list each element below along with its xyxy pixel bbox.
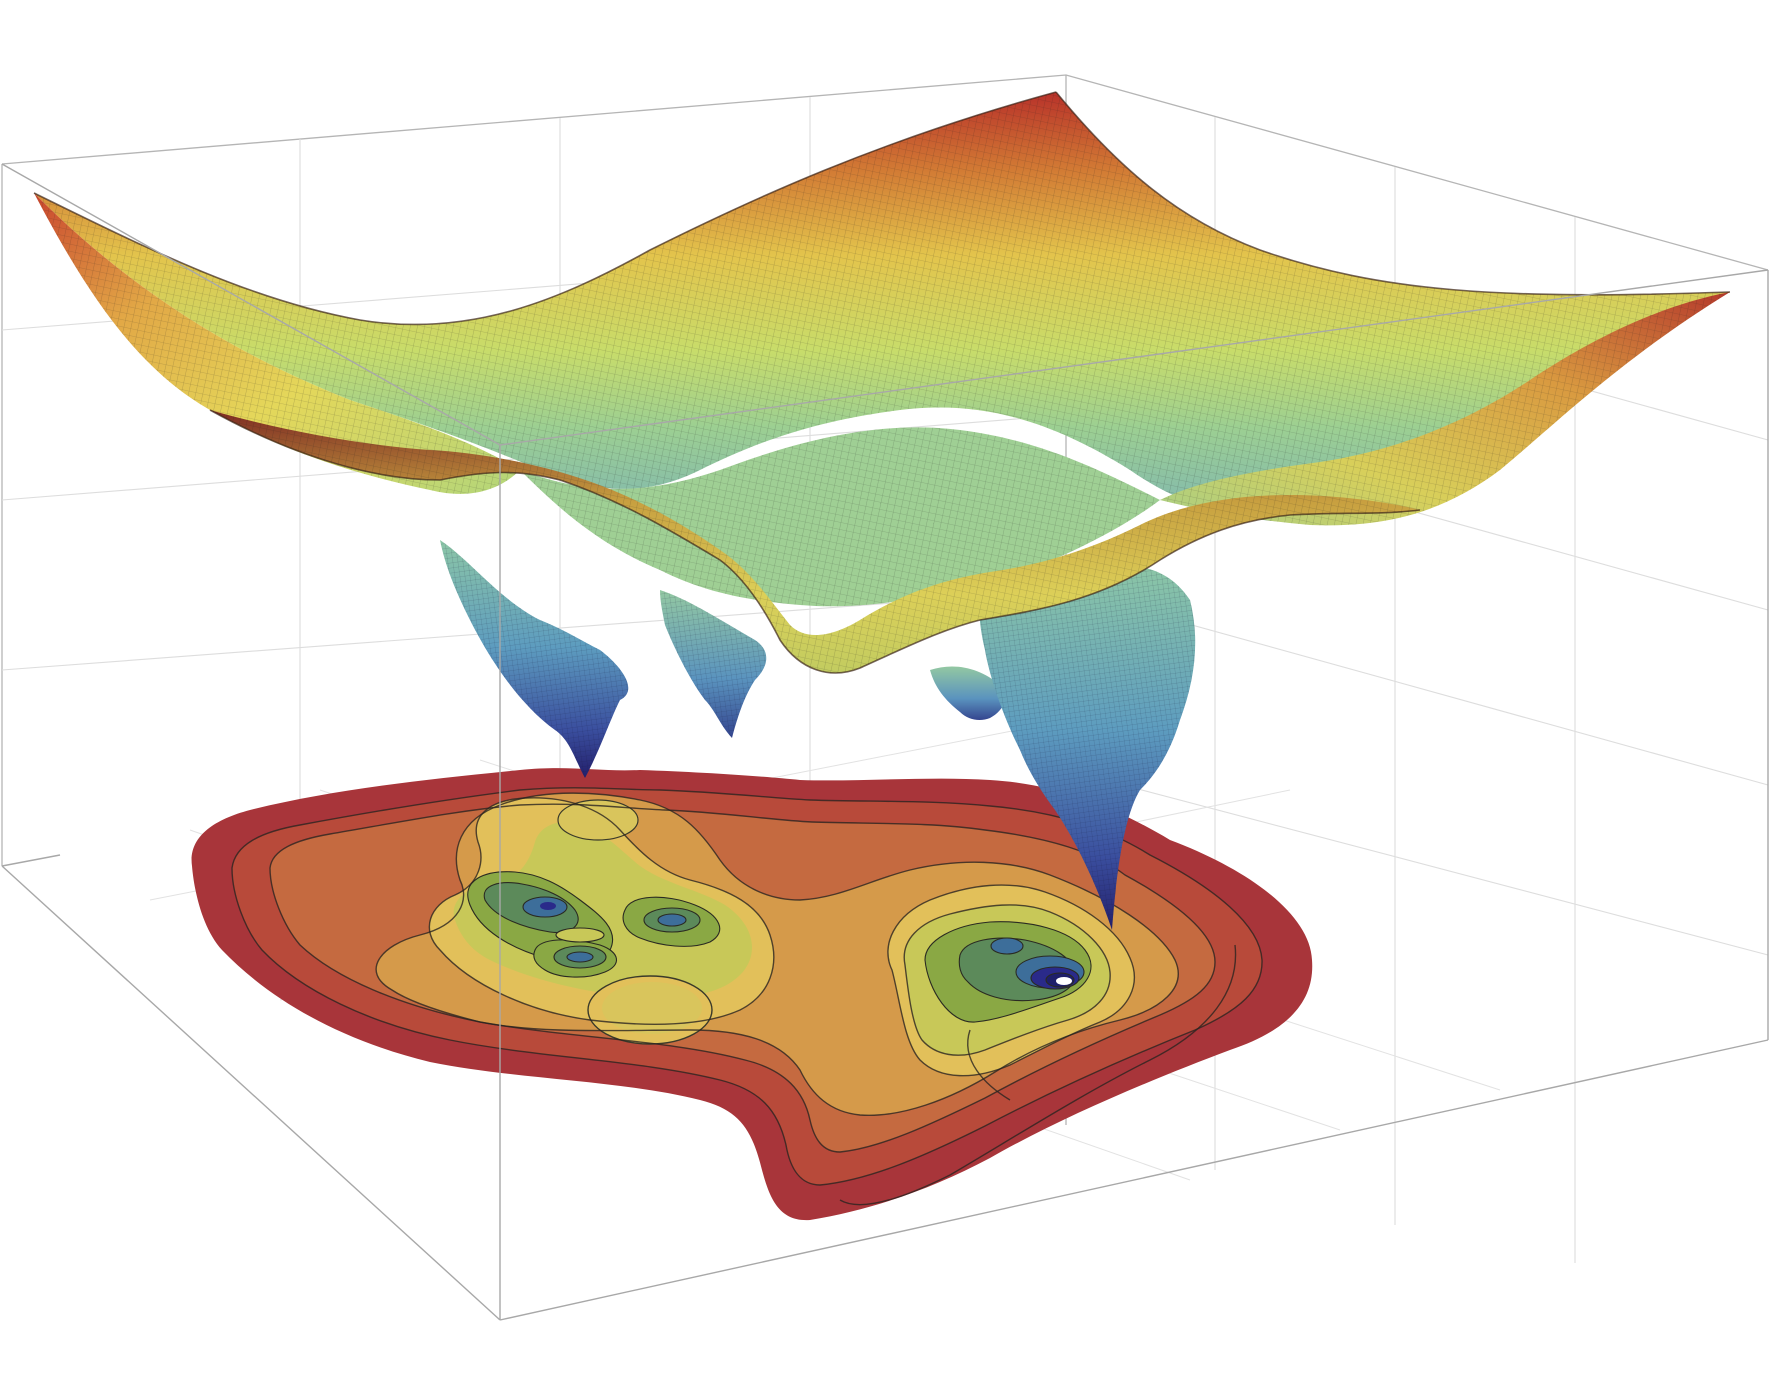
surface-front-mesh <box>210 410 1420 673</box>
surface-basin-mesh <box>520 427 1160 607</box>
surface-edges <box>33 91 1731 674</box>
contour-level-6 <box>453 821 752 998</box>
surface-mesh <box>33 91 1731 930</box>
surface-left-mesh <box>34 193 520 494</box>
well-spike-deep-mesh <box>979 566 1196 930</box>
surface-right-mesh <box>1160 292 1730 526</box>
right-basin <box>924 921 1092 1023</box>
well-spike-mid-mesh <box>660 590 767 738</box>
well-spike-left-mesh <box>440 540 629 778</box>
surface-back-mesh <box>34 92 1730 523</box>
contour-projection <box>191 768 1313 1221</box>
contour-lines <box>231 787 1263 1206</box>
left-basin <box>467 871 721 978</box>
bounding-box-front <box>1 163 1769 1321</box>
contour-plateau-top <box>602 982 702 1034</box>
well-spike-right-small <box>930 666 1006 720</box>
contour-peak-top <box>557 799 639 841</box>
